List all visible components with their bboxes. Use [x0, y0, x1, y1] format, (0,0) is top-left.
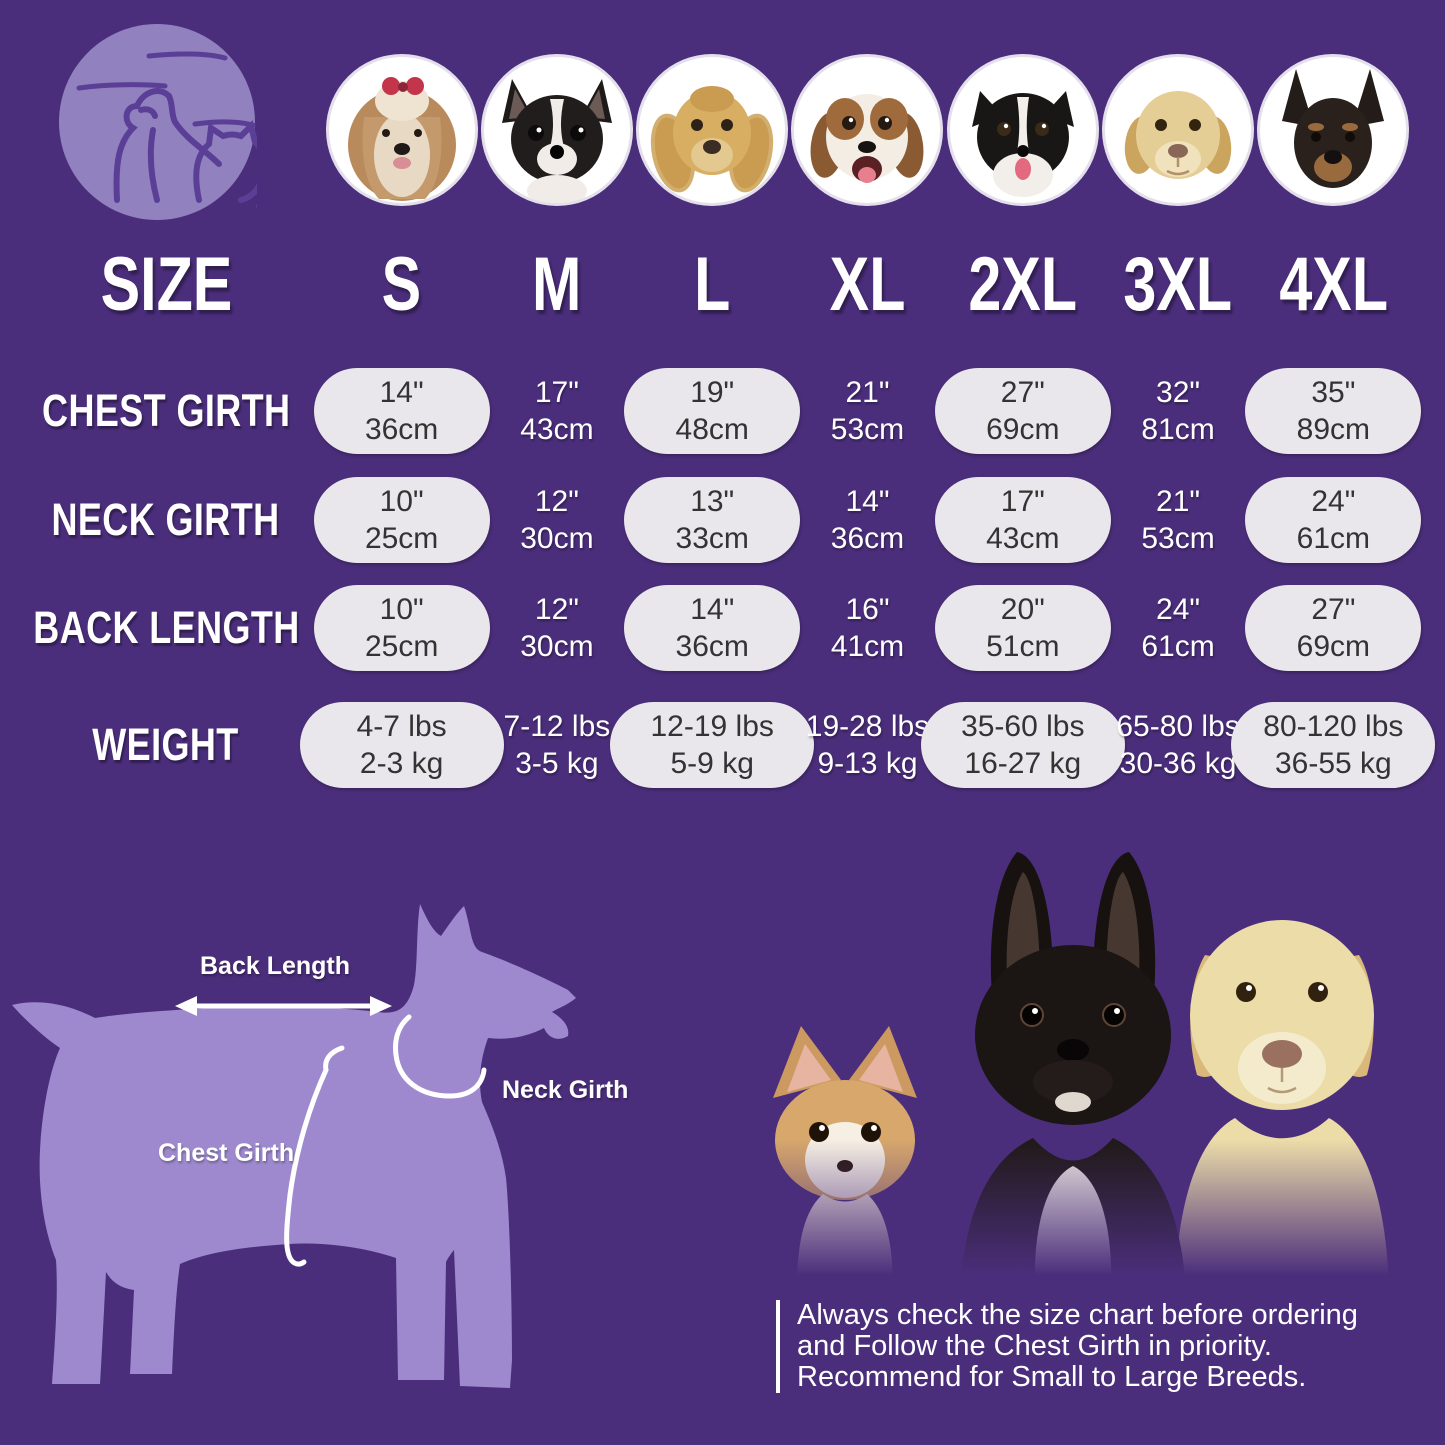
cell-back-2xl: 20" 51cm: [934, 584, 1111, 672]
table-row-back-length: BACK LENGTH 10" 25cm 12" 30cm 14" 36cm 16" 4…: [8, 584, 1422, 672]
neck-girth-curve: [393, 1014, 487, 1099]
dog-and-cat-logo-icon: [59, 24, 257, 220]
cell-weight-l: 12-19 lbs 5-9 kg: [610, 699, 815, 791]
dog-measurement-diagram: [12, 904, 576, 1388]
table-row-neck-girth: NECK GIRTH 10" 25cm 12" 30cm 13" 33cm 14" 36…: [8, 476, 1422, 564]
column-header-m: M: [532, 241, 582, 327]
arrowhead-left: [175, 996, 197, 1016]
cell-weight-s: 4-7 lbs 2-3 kg: [299, 699, 504, 791]
cell-chest-s: 14" 36cm: [313, 367, 490, 455]
note-line: Always check the size chart before order…: [797, 1299, 1358, 1331]
note-line: and Follow the Chest Girth in priority.: [797, 1330, 1272, 1362]
cell-back-xl: 16" 41cm: [830, 593, 905, 663]
cell-chest-m: 17" 43cm: [520, 376, 594, 446]
cell-back-4xl: 27" 69cm: [1245, 584, 1422, 672]
row-label: CHEST GIRTH: [41, 385, 291, 436]
cell-chest-4xl: 35" 89cm: [1245, 367, 1422, 455]
cell-weight-xl: 19-28 lbs 9-13 kg: [805, 710, 930, 780]
chest-girth-curve: [284, 1045, 345, 1267]
shih-tzu-photo-icon: [329, 57, 475, 203]
cell-chest-2xl: 27" 69cm: [934, 367, 1111, 455]
cell-neck-3xl: 21" 53cm: [1141, 485, 1215, 555]
labrador-photo-icon: [1105, 57, 1251, 203]
dog-silhouette: [12, 904, 576, 1388]
cell-back-m: 12" 30cm: [520, 593, 594, 663]
row-label: WEIGHT: [92, 719, 240, 770]
cell-chest-l: 19" 48cm: [624, 367, 801, 455]
cell-back-l: 14" 36cm: [624, 584, 801, 672]
column-header-4xl: 4XL: [1278, 241, 1388, 327]
cell-neck-s: 10" 25cm: [313, 476, 490, 564]
beagle-photo-icon: [794, 57, 940, 203]
cell-neck-l: 13" 33cm: [624, 476, 801, 564]
doberman-photo-icon: [1260, 57, 1406, 203]
cocker-spaniel-photo-icon: [639, 57, 785, 203]
cell-chest-xl: 21" 53cm: [830, 376, 905, 446]
border-collie-photo-icon: [950, 57, 1096, 203]
three-dogs-photo: [735, 852, 1445, 1290]
column-header-3xl: 3XL: [1123, 241, 1233, 327]
column-header-xl: XL: [829, 241, 906, 327]
chest-girth-label: Chest Girth: [158, 1139, 295, 1167]
cell-neck-xl: 14" 36cm: [830, 485, 905, 555]
cell-weight-2xl: 35-60 lbs 16-27 kg: [920, 699, 1125, 791]
neck-girth-label: Neck Girth: [502, 1076, 629, 1104]
row-label: BACK LENGTH: [32, 602, 300, 653]
cell-neck-4xl: 24" 61cm: [1245, 476, 1422, 564]
cell-weight-3xl: 65-80 lbs 30-36 kg: [1116, 710, 1240, 780]
note-line: Recommend for Small to Large Breeds.: [797, 1361, 1307, 1393]
sizing-note: Always check the size chart before order…: [776, 1300, 1445, 1393]
table-header-row: SIZE S M L XL 2XL 3XL 4XL: [8, 242, 1411, 327]
size-header-label: SIZE: [100, 241, 232, 327]
back-length-label: Back Length: [199, 952, 351, 980]
arrowhead-right: [370, 996, 392, 1016]
cell-back-s: 10" 25cm: [313, 584, 490, 672]
cell-weight-4xl: 80-120 lbs 36-55 kg: [1231, 699, 1436, 791]
cell-weight-m: 7-12 lbs 3-5 kg: [503, 710, 611, 780]
row-label: NECK GIRTH: [51, 494, 280, 545]
boston-terrier-photo-icon: [484, 57, 630, 203]
cell-back-3xl: 24" 61cm: [1141, 593, 1215, 663]
column-header-s: S: [381, 241, 422, 327]
cell-neck-2xl: 17" 43cm: [934, 476, 1111, 564]
cell-neck-m: 12" 30cm: [520, 485, 594, 555]
table-row-weight: WEIGHT 4-7 lbs 2-3 kg 7-12 lbs 3-5 kg 12-1…: [8, 699, 1436, 791]
column-header-2xl: 2XL: [968, 241, 1078, 327]
table-row-chest-girth: CHEST GIRTH 14" 36cm 17" 43cm 19" 48cm 21" 5…: [8, 367, 1422, 455]
column-header-l: L: [694, 241, 731, 327]
cell-chest-3xl: 32" 81cm: [1141, 376, 1215, 446]
